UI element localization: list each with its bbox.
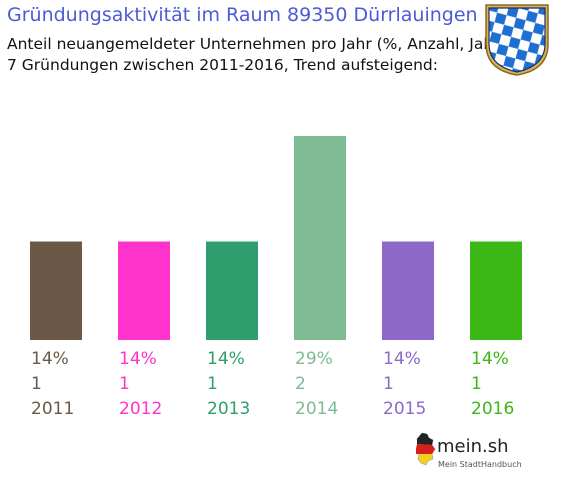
count-label-2013: 1	[207, 374, 218, 394]
year-tick-2014: 2014	[295, 399, 338, 419]
bar-2014	[294, 136, 346, 340]
chart-summary: 7 Gründungen zwischen 2011-2016, Trend a…	[7, 56, 438, 74]
value-label-2016: 14%	[471, 349, 509, 369]
value-label-2012: 14%	[119, 349, 157, 369]
year-tick-2012: 2012	[119, 399, 162, 419]
bar-2016	[470, 241, 522, 340]
value-label-2015: 14%	[383, 349, 421, 369]
count-label-2011: 1	[31, 374, 42, 394]
bars-group	[30, 136, 522, 340]
bar-2012	[118, 241, 170, 340]
chart-subtitle: Anteil neuangemeldeter Unternehmen pro J…	[7, 35, 506, 53]
value-label-2014: 29%	[295, 349, 333, 369]
brand-tagline: Mein StadtHandbuch	[438, 460, 522, 469]
bar-2013	[206, 241, 258, 340]
year-tick-2011: 2011	[31, 399, 74, 419]
count-label-2015: 1	[383, 374, 394, 394]
germany-map-icon	[415, 432, 436, 466]
chart-title: Gründungsaktivität im Raum 89350 Dürrlau…	[7, 4, 478, 26]
bar-2015	[382, 241, 434, 340]
year-tick-2013: 2013	[207, 399, 250, 419]
value-label-2013: 14%	[207, 349, 245, 369]
year-tick-2016: 2016	[471, 399, 514, 419]
year-tick-2015: 2015	[383, 399, 426, 419]
count-label-2016: 1	[471, 374, 482, 394]
count-label-2014: 2	[295, 374, 306, 394]
brand-name: mein.sh	[437, 436, 509, 457]
count-label-2012: 1	[119, 374, 130, 394]
labels-group: 14% 1 2011 14% 1 2012 14% 1 2013 29% 2 2014 14% 1 2015…	[31, 349, 514, 419]
bar-2011	[30, 241, 82, 340]
bavarian-crest-icon	[485, 4, 549, 76]
value-label-2011: 14%	[31, 349, 69, 369]
